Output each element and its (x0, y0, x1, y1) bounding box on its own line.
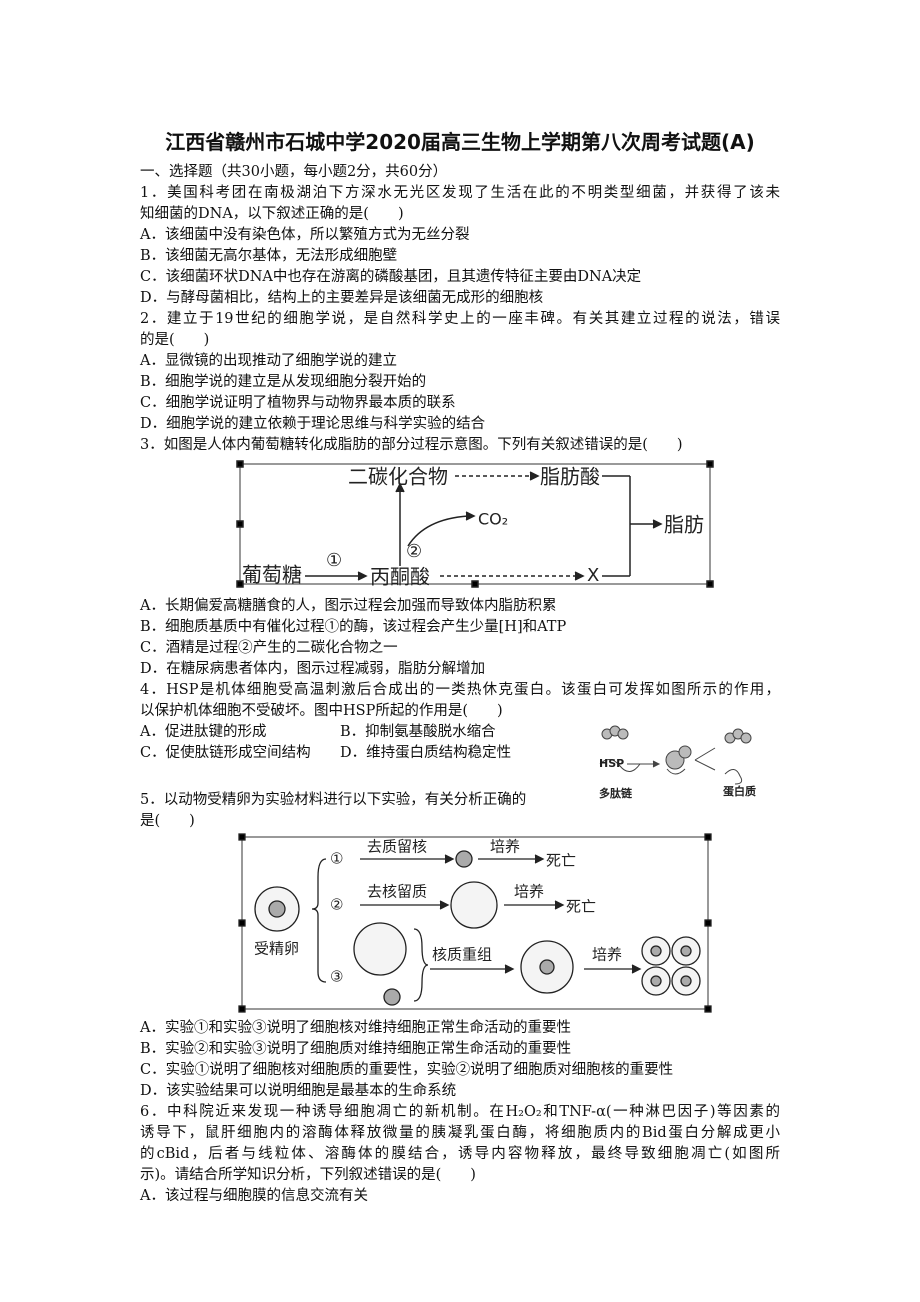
option: D．在糖尿病患者体内，图示过程减弱，脂肪分解增加 (140, 661, 486, 677)
option: C．酒精是过程②产生的二碳化合物之一 (140, 640, 398, 656)
doc-body: 一、选择题（共30小题，每小题2分，共60分） 1．美国科考团在南极湖泊下方深水… (140, 162, 780, 1207)
fig-label: 多肽链 (599, 786, 633, 800)
stem-line: 5．以动物受精卵为实验材料进行以下实验，有关分析正确的 (140, 792, 527, 808)
fig-label: 去核留质 (367, 883, 427, 901)
stem-line: 的是( ) (140, 332, 210, 348)
fig-label: ③ (330, 968, 343, 986)
option: C．该细菌环状DNA中也存在游离的磷酸基团，且其遗传特征主要由DNA决定 (140, 269, 642, 285)
option: C．细胞学说证明了植物界与动物界最本质的联系 (140, 395, 456, 411)
doc-title: 江西省赣州市石城中学2020届高三生物上学期第八次周考试题(A) (165, 130, 755, 154)
option: A．促进肽键的形成 (140, 724, 267, 740)
fig-label: X (587, 565, 599, 586)
stem-line: 6．中科院近来发现一种诱导细胞凋亡的新机制。在H₂O₂和TNF-α(一种淋巴因子… (140, 1104, 780, 1120)
fig-label: 培养 (514, 883, 544, 901)
option-row: A．促进肽键的形成 B．抑制氨基酸脱水缩合 (140, 722, 780, 743)
fig-label: 蛋白质 (723, 784, 756, 798)
option: A．长期偏爱高糖膳食的人，图示过程会加强而导致体内脂肪积累 (140, 598, 557, 614)
option: B．实验②和实验③说明了细胞质对维持细胞正常生命活动的重要性 (140, 1041, 572, 1057)
option: A．该过程与细胞膜的信息交流有关 (140, 1188, 368, 1204)
option: B．细胞质基质中有催化过程①的酶，该过程会产生少量[H]和ATP (140, 619, 567, 635)
fig-label: 培养 (490, 838, 520, 856)
fig-label: HSP (599, 757, 624, 770)
fig-label: CO₂ (478, 510, 508, 529)
section-heading: 一、选择题（共30小题，每小题2分，共60分） (140, 164, 448, 180)
option: C．实验①说明了细胞核对细胞质的重要性，实验②说明了细胞质对细胞核的重要性 (140, 1062, 674, 1078)
figure-glucose-fat: 二碳化合物 脂肪酸 CO₂ ② ① 葡萄糖 丙酮酸 X 脂肪 (236, 460, 714, 589)
question-block: 4．HSP是机体细胞受高温刺激后合成出的一类热休克蛋白。该蛋白可发挥如图所示的作… (140, 680, 780, 800)
fig-label: 死亡 (566, 898, 596, 916)
option: D．细胞学说的建立依赖于理论思维与科学实验的结合 (140, 416, 486, 432)
option: A．该细菌中没有染色体，所以繁殖方式为无丝分裂 (140, 227, 470, 243)
stem-line: 1．美国科考团在南极湖泊下方深水无光区发现了生活在此的不明类型细菌，并获得了该未 (140, 185, 780, 201)
stem-line: 2．建立于19世纪的细胞学说，是自然科学史上的一座丰碑。有关其建立过程的说法，错… (140, 311, 780, 327)
option-row: C．促使肽链形成空间结构 D．维持蛋白质结构稳定性 (140, 743, 780, 764)
stem-line: 4．HSP是机体细胞受高温刺激后合成出的一类热休克蛋白。该蛋白可发挥如图所示的作… (140, 682, 780, 698)
figure-hsp: HSP 多肽链 蛋白质 (599, 725, 756, 800)
option: A．显微镜的出现推动了细胞学说的建立 (140, 353, 397, 369)
option: B．细胞学说的建立是从发现细胞分裂开始的 (140, 374, 427, 390)
fig-label: 去质留核 (367, 838, 427, 856)
fig-label: 脂肪 (664, 513, 704, 537)
stem-line: 是( ) (140, 813, 195, 829)
fig-label: ① (326, 550, 342, 571)
figure-egg-experiment: ① 去质留核 培养 死亡 ② 去核留质 培养 死亡 受精卵 ③ 核质重组 培养 (238, 833, 712, 1013)
option: A．实验①和实验③说明了细胞核对维持细胞正常生命活动的重要性 (140, 1020, 571, 1036)
stem-line: 诱导下，鼠肝细胞内的溶酶体释放微量的胰凝乳蛋白酶，将细胞质内的Bid蛋白分解成更… (140, 1125, 780, 1141)
fig-label: 脂肪酸 (540, 465, 600, 489)
fig-label: ① (330, 850, 343, 868)
stem-line: 以保护机体细胞不受破坏。图中HSP所起的作用是( ) (140, 703, 503, 719)
fig-label: 丙酮酸 (370, 565, 430, 589)
option: C．促使肽链形成空间结构 (140, 745, 311, 761)
option: B．抑制氨基酸脱水缩合 (340, 724, 496, 740)
option: D．该实验结果可以说明细胞是最基本的生命系统 (140, 1083, 457, 1099)
fig-label: 二碳化合物 (348, 465, 448, 489)
fig-label: ② (406, 541, 422, 562)
option: B．该细菌无高尔基体，无法形成细胞壁 (140, 248, 398, 264)
stem-line: 知细菌的DNA，以下叙述正确的是( ) (140, 206, 404, 222)
fig-label: 核质重组 (432, 946, 492, 964)
stem-line: 示)。请结合所学知识分析，下列叙述错误的是( ) (140, 1167, 476, 1183)
stem-line: 的cBid，后者与线粒体、溶酶体的膜结合，诱导内容物释放，最终导致细胞凋亡(如图… (140, 1146, 780, 1162)
option: D．与酵母菌相比，结构上的主要差异是该细菌无成形的细胞核 (140, 290, 544, 306)
stem-line: 3．如图是人体内葡萄糖转化成脂肪的部分过程示意图。下列有关叙述错误的是( ) (140, 437, 683, 453)
fig-label: 死亡 (546, 852, 576, 870)
fig-label: 葡萄糖 (242, 563, 302, 587)
option: D．维持蛋白质结构稳定性 (340, 745, 512, 761)
fig-label: 培养 (592, 946, 622, 964)
fig-label: 受精卵 (254, 940, 299, 958)
fig-label: ② (330, 896, 343, 914)
